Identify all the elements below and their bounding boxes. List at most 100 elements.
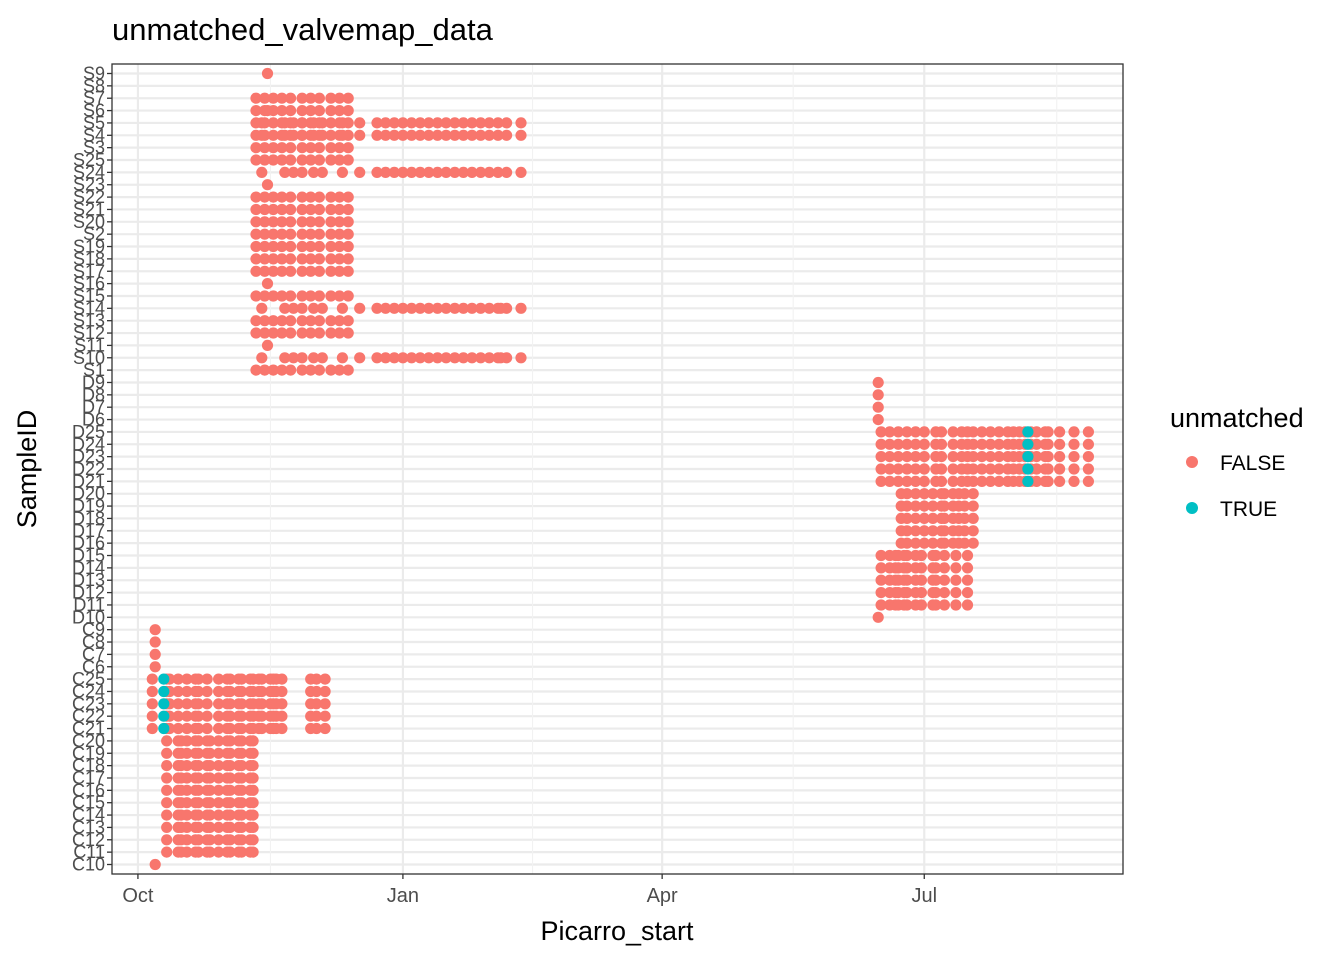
point-false (213, 760, 225, 772)
point-false (457, 129, 469, 141)
y-tick-label: D11 (73, 595, 105, 615)
x-axis-ticks: Oct Jan Apr Jul (122, 874, 937, 907)
point-false (915, 587, 928, 599)
point-false (319, 710, 331, 722)
point-false (927, 512, 939, 525)
point-false (296, 92, 308, 104)
point-false (276, 364, 288, 376)
point-false (1082, 463, 1094, 475)
point-true (1022, 438, 1034, 450)
point-false (267, 154, 279, 166)
point-false (192, 772, 204, 784)
point-false (261, 105, 274, 117)
point-false (333, 253, 346, 265)
point-false (930, 574, 942, 586)
point-false (259, 203, 271, 216)
point-false (296, 166, 308, 178)
point-false (213, 821, 225, 834)
point-false (950, 549, 962, 562)
point-false (267, 364, 279, 376)
point-false (236, 846, 248, 858)
point-false (935, 451, 948, 463)
point-false (449, 129, 461, 141)
point-false (910, 426, 922, 438)
y-tick-label: D10 (72, 607, 105, 627)
point-false (333, 142, 346, 154)
point-false (267, 142, 279, 154)
point-false (325, 203, 337, 216)
point-false (313, 142, 325, 154)
y-tick-label: D17 (72, 521, 105, 541)
point-false (875, 562, 887, 574)
point-false (236, 821, 248, 834)
point-false (256, 722, 268, 735)
point-false (918, 426, 930, 438)
point-false (267, 216, 279, 228)
point-false (967, 463, 979, 475)
y-tick-label: S25 (73, 150, 105, 170)
point-false (875, 426, 887, 438)
point-false (201, 673, 213, 685)
point-false (910, 537, 922, 549)
point-false (313, 364, 325, 376)
point-false (915, 599, 928, 611)
point-false (287, 166, 300, 178)
point-false (927, 525, 939, 537)
y-tick-label: D14 (72, 558, 105, 578)
point-false (319, 673, 331, 685)
y-tick-label: C16 (72, 780, 105, 800)
point-false (440, 352, 452, 364)
point-false (296, 203, 308, 216)
point-false (961, 599, 974, 611)
point-false (947, 438, 959, 450)
y-tick-label: D8 (82, 385, 105, 405)
y-tick-label: S5 (83, 113, 105, 133)
point-true (158, 710, 170, 722)
point-false (1068, 426, 1080, 438)
point-false (967, 525, 979, 537)
point-false (308, 117, 320, 129)
point-false (967, 451, 979, 463)
point-false (431, 352, 444, 364)
point-false (181, 747, 193, 759)
point-false (910, 438, 922, 450)
point-false (371, 129, 383, 141)
point-false (875, 463, 887, 475)
point-false (457, 117, 469, 129)
legend-label-true: TRUE (1220, 498, 1277, 521)
point-false (313, 191, 325, 203)
point-false (161, 747, 173, 759)
point-false (449, 302, 461, 314)
y-tick-label: D20 (72, 484, 105, 504)
point-false (308, 302, 320, 314)
point-false (930, 549, 942, 562)
point-false (259, 92, 271, 104)
point-false (1068, 451, 1080, 463)
y-tick-label: S4 (83, 125, 105, 145)
point-false (276, 722, 288, 735)
point-false (483, 117, 495, 129)
point-false (333, 315, 346, 327)
point-false (276, 265, 288, 277)
point-false (267, 117, 279, 129)
point-false (247, 784, 259, 796)
y-tick-label: D23 (72, 447, 105, 467)
point-false (475, 302, 487, 314)
point-false (250, 191, 262, 203)
point-false (204, 834, 216, 846)
point-false (267, 253, 279, 265)
y-tick-label: D13 (72, 570, 105, 590)
point-false (930, 562, 942, 574)
point-false (276, 327, 288, 339)
y-tick-label: C15 (72, 793, 105, 813)
point-false (397, 166, 409, 178)
point-false (333, 154, 346, 166)
point-false (256, 698, 268, 710)
point-false (192, 685, 204, 698)
point-false (250, 315, 262, 327)
point-false (276, 698, 288, 710)
point-false (1082, 451, 1094, 463)
point-false (967, 426, 979, 438)
point-false (872, 376, 884, 389)
point-false (250, 92, 262, 104)
